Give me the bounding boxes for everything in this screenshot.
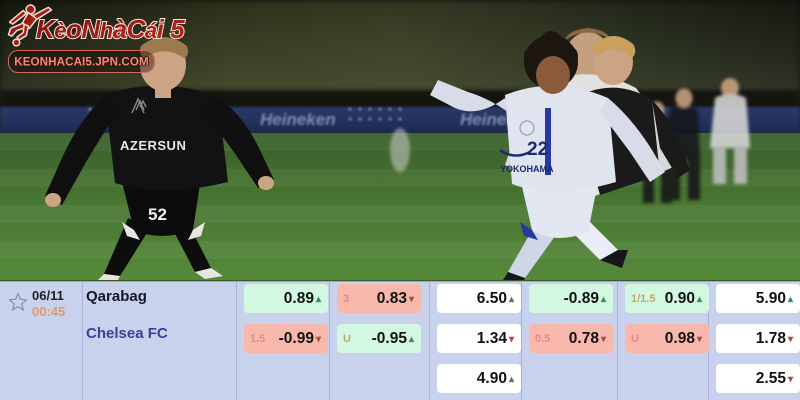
svg-text:AZERSUN: AZERSUN	[120, 138, 186, 153]
svg-text:22: 22	[527, 139, 548, 160]
svg-text:YOKOHAMA: YOKOHAMA	[500, 164, 554, 174]
svg-text:KèoNhàCái 5: KèoNhàCái 5	[36, 14, 185, 44]
svg-text:52: 52	[148, 205, 167, 224]
